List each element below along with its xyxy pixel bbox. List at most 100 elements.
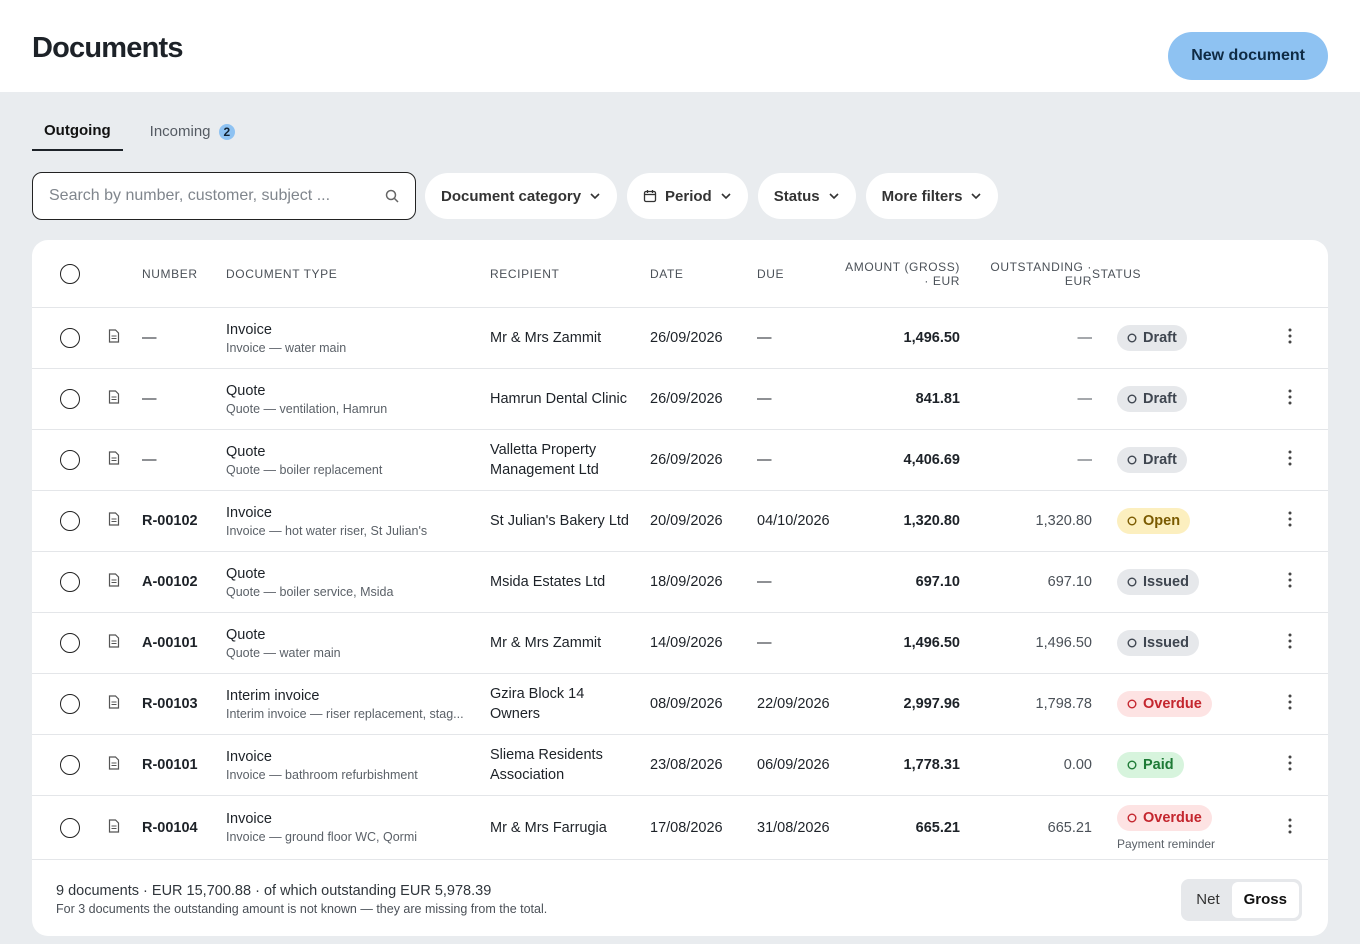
table-body: — Invoice Invoice — water main Mr & Mrs Zam… bbox=[32, 308, 1328, 860]
status-badge: Draft bbox=[1117, 386, 1187, 412]
amount: 1,496.50 bbox=[903, 635, 960, 651]
filter-button[interactable]: More filters bbox=[865, 173, 999, 219]
outstanding: 1,496.50 bbox=[1035, 635, 1092, 651]
row-checkbox[interactable] bbox=[60, 450, 80, 470]
status-badge: Issued bbox=[1117, 569, 1199, 595]
column-header: RECIPIENT bbox=[490, 266, 560, 281]
recipient: Hamrun Dental Clinic bbox=[490, 391, 627, 407]
document-subject: Invoice — bathroom refurbishment bbox=[226, 767, 418, 782]
tab[interactable]: Outgoing bbox=[32, 112, 123, 151]
status-badge: Draft bbox=[1117, 325, 1187, 351]
document-number: R-00102 bbox=[142, 513, 198, 529]
table-row: R-00103 Interim invoice Interim invoice — … bbox=[32, 674, 1328, 735]
status-label: Issued bbox=[1143, 635, 1189, 651]
document-number: A-00101 bbox=[142, 635, 198, 651]
row-menu[interactable] bbox=[1262, 389, 1318, 409]
row-checkbox[interactable] bbox=[60, 633, 80, 653]
search-icon bbox=[385, 189, 399, 203]
document-number: R-00103 bbox=[142, 696, 198, 712]
column-header: DUE bbox=[757, 266, 785, 281]
filter-label: Document category bbox=[441, 187, 582, 205]
filter-button[interactable]: Status bbox=[757, 173, 856, 219]
new-document-button[interactable]: New document bbox=[1168, 32, 1328, 80]
table-row: R-00104 Invoice Invoice — ground floor WC,… bbox=[32, 796, 1328, 860]
checkbox-cell bbox=[32, 389, 108, 409]
document-icon bbox=[108, 451, 120, 465]
checkbox-cell bbox=[32, 817, 108, 838]
row-menu[interactable] bbox=[1262, 818, 1318, 838]
amount: 2,997.96 bbox=[903, 696, 960, 712]
document-icon bbox=[108, 512, 120, 526]
row-checkbox[interactable] bbox=[60, 572, 80, 592]
document-number: R-00104 bbox=[142, 819, 198, 836]
amount: 697.10 bbox=[915, 574, 960, 590]
status-cell: Open bbox=[1092, 508, 1262, 534]
due-date: 31/08/2026 bbox=[757, 819, 830, 836]
row-checkbox[interactable] bbox=[60, 389, 80, 409]
document-icon bbox=[108, 695, 120, 709]
search-input[interactable]: Search by number, customer, subject ... bbox=[32, 172, 416, 220]
toggle-option[interactable]: Net bbox=[1196, 891, 1220, 908]
status-badge: Overdue bbox=[1117, 804, 1212, 831]
table-row: — Invoice Invoice — water main Mr & Mrs Zam… bbox=[32, 308, 1328, 369]
document-icon bbox=[108, 329, 120, 343]
document-number: — bbox=[142, 391, 157, 407]
status-cell: Draft bbox=[1092, 386, 1262, 412]
document-type: Quote bbox=[226, 443, 266, 460]
icon-cell bbox=[108, 329, 142, 347]
date: 08/09/2026 bbox=[650, 696, 723, 712]
row-checkbox[interactable] bbox=[60, 817, 80, 838]
due-date: — bbox=[757, 391, 772, 407]
recipient: Msida Estates Ltd bbox=[490, 574, 606, 590]
document-subject: Interim invoice — riser replacement, sta… bbox=[226, 706, 464, 721]
status-icon bbox=[1127, 577, 1137, 587]
date: 26/09/2026 bbox=[650, 330, 723, 346]
due-date: — bbox=[757, 635, 772, 651]
documents-table: NUMBER DOCUMENT TYPE RECIPIENT DATE DUE AMOUN… bbox=[32, 240, 1328, 936]
row-menu[interactable] bbox=[1262, 328, 1318, 348]
chevron bbox=[971, 193, 982, 200]
row-menu[interactable] bbox=[1262, 511, 1318, 531]
column-header: OUTSTANDING · EUR bbox=[990, 259, 1092, 288]
status-label: Open bbox=[1143, 513, 1181, 529]
table-footer: 9 documents · EUR 15,700.88 · of which o… bbox=[32, 861, 1328, 936]
toggle-option[interactable]: Gross bbox=[1231, 882, 1299, 918]
document-type-cell: Invoice Invoice — water main bbox=[226, 322, 490, 355]
status-label: Draft bbox=[1143, 452, 1177, 468]
row-checkbox[interactable] bbox=[60, 755, 80, 775]
chevron bbox=[590, 193, 600, 200]
filter-button[interactable]: Period bbox=[627, 173, 748, 219]
kebab-icon bbox=[1288, 389, 1292, 405]
row-checkbox[interactable] bbox=[60, 694, 80, 714]
row-checkbox[interactable] bbox=[60, 511, 80, 531]
document-subject: Invoice — hot water riser, St Julian's bbox=[226, 523, 428, 538]
amount: 4,406.69 bbox=[903, 452, 960, 468]
row-menu[interactable] bbox=[1262, 450, 1318, 470]
tabs: Outgoing Incoming 2 bbox=[32, 112, 247, 151]
filter-button[interactable]: Document category bbox=[425, 173, 618, 219]
kebab-icon bbox=[1288, 633, 1292, 649]
document-icon bbox=[108, 756, 120, 770]
icon-cell bbox=[108, 756, 142, 774]
select-all-checkbox[interactable] bbox=[60, 263, 80, 284]
document-type: Invoice bbox=[226, 321, 272, 338]
kebab-icon bbox=[1288, 511, 1292, 527]
document-number: — bbox=[142, 330, 157, 346]
document-type-cell: Invoice Invoice — bathroom refurbishment bbox=[226, 749, 490, 782]
row-menu[interactable] bbox=[1262, 572, 1318, 592]
column-header: DOCUMENT TYPE bbox=[226, 266, 338, 281]
icon-cell bbox=[108, 512, 142, 530]
table-header: NUMBER DOCUMENT TYPE RECIPIENT DATE DUE AMOUN… bbox=[32, 240, 1328, 308]
row-checkbox[interactable] bbox=[60, 328, 80, 348]
status-cell: Draft bbox=[1092, 447, 1262, 473]
tab[interactable]: Incoming 2 bbox=[138, 112, 248, 151]
chevron bbox=[829, 193, 839, 200]
status-label: Draft bbox=[1143, 391, 1177, 407]
row-menu[interactable] bbox=[1262, 694, 1318, 714]
kebab-icon bbox=[1288, 328, 1292, 344]
date: 18/09/2026 bbox=[650, 574, 723, 590]
row-menu[interactable] bbox=[1262, 755, 1318, 775]
checkbox-cell bbox=[32, 694, 108, 714]
row-menu[interactable] bbox=[1262, 633, 1318, 653]
